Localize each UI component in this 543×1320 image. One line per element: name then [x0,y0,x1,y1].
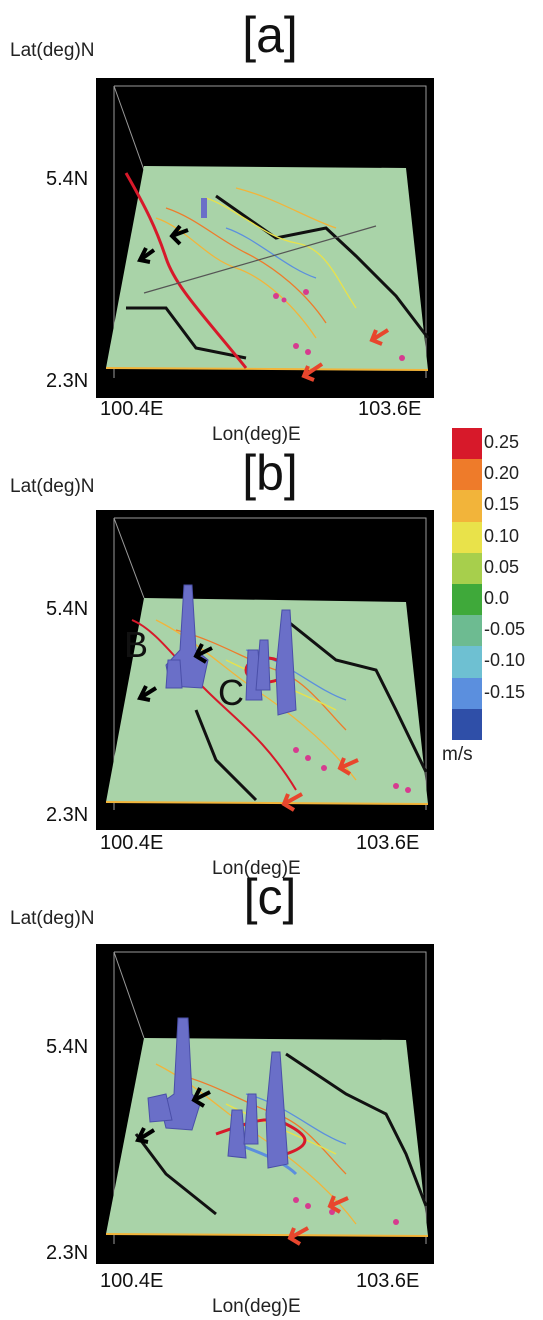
panel-c-3d-scene [96,944,434,1264]
panel-b-black-arrows [137,643,213,702]
panel-c-title: [c] [243,869,297,925]
panel-c-lat-top: 5.4N [46,1036,89,1058]
panel-b-3d-scene [96,510,434,830]
panel-c-xlabel: Lon(deg)E [212,1296,301,1317]
colorbar-swatch [452,552,482,584]
colorbar-label: 0.05 [484,556,520,577]
panel-a-lon-right: 103.6E [358,398,422,420]
panel-c-red-arrows [287,1195,349,1246]
colorbar-swatch [452,490,482,522]
panel-a-figure [105,85,430,382]
colorbar-label: -0.05 [484,619,526,640]
colorbar-label: -0.10 [484,650,526,671]
panel-b-ylabel: Lat(deg)N [10,476,95,497]
panel-b-xlabel: Lon(deg)E [212,858,301,879]
panel-c-lon-right: 103.6E [356,1270,420,1292]
panel-c-lon-left: 100.4E [100,1270,164,1292]
panel-a-red-arrows [301,328,390,382]
colorbar-label: 0.20 [484,463,520,484]
panel-b-red-arrows [281,757,359,812]
panel-a-lon-left: 100.4E [100,398,164,420]
panel-c-isosurfaces [147,1017,289,1169]
panel-a-black-arrows [137,224,189,264]
panel-a-coastline-current [124,172,248,369]
panel-c-black-arrows [135,1087,211,1144]
panel-a-3d-scene [96,78,434,398]
panel-a-ylabel: Lat(deg)N [10,40,95,61]
panel-b-isosurfaces [165,584,297,716]
panel-b-label-B: B [124,624,149,665]
colorbar-swatch [452,459,482,491]
panel-b-lon-right: 103.6E [356,832,420,854]
colorbar-label: 0.10 [484,525,520,546]
panel-c-ylabel: Lat(deg)N [10,908,95,929]
colorbar-swatch [452,646,482,678]
colorbar-unit: m/s [442,744,473,765]
colorbar-label: -0.15 [484,681,526,702]
panel-b-figure [105,517,429,812]
colorbar [452,428,482,740]
colorbar-swatch [452,584,482,616]
panel-a-xlabel: Lon(deg)E [212,424,301,445]
colorbar-swatch [452,615,482,647]
panel-b-label-C: C [218,672,244,713]
panel-c-figure [105,951,429,1246]
colorbar-swatch [452,708,482,740]
panel-a-lat-top: 5.4N [46,168,89,190]
panel-a-sea-surface [106,166,428,370]
panel-a-title: [a] [242,7,298,63]
colorbar-label: 0.15 [484,494,520,515]
colorbar-label: 0.25 [484,432,520,452]
panel-b-lat-top: 5.4N [46,598,89,620]
panel-b-lat-bottom: 2.3N [46,804,89,826]
panel-b-title: [b] [242,445,298,501]
colorbar-swatch [452,521,482,553]
panel-a-lat-bottom: 2.3N [46,370,89,392]
panel-c-lat-bottom: 2.3N [46,1242,89,1264]
panel-b-lon-left: 100.4E [100,832,164,854]
colorbar-label: 0.0 [484,588,510,608]
colorbar-swatch [452,677,482,709]
colorbar-swatch [452,428,482,460]
panel-b-sea-surface [106,598,428,804]
